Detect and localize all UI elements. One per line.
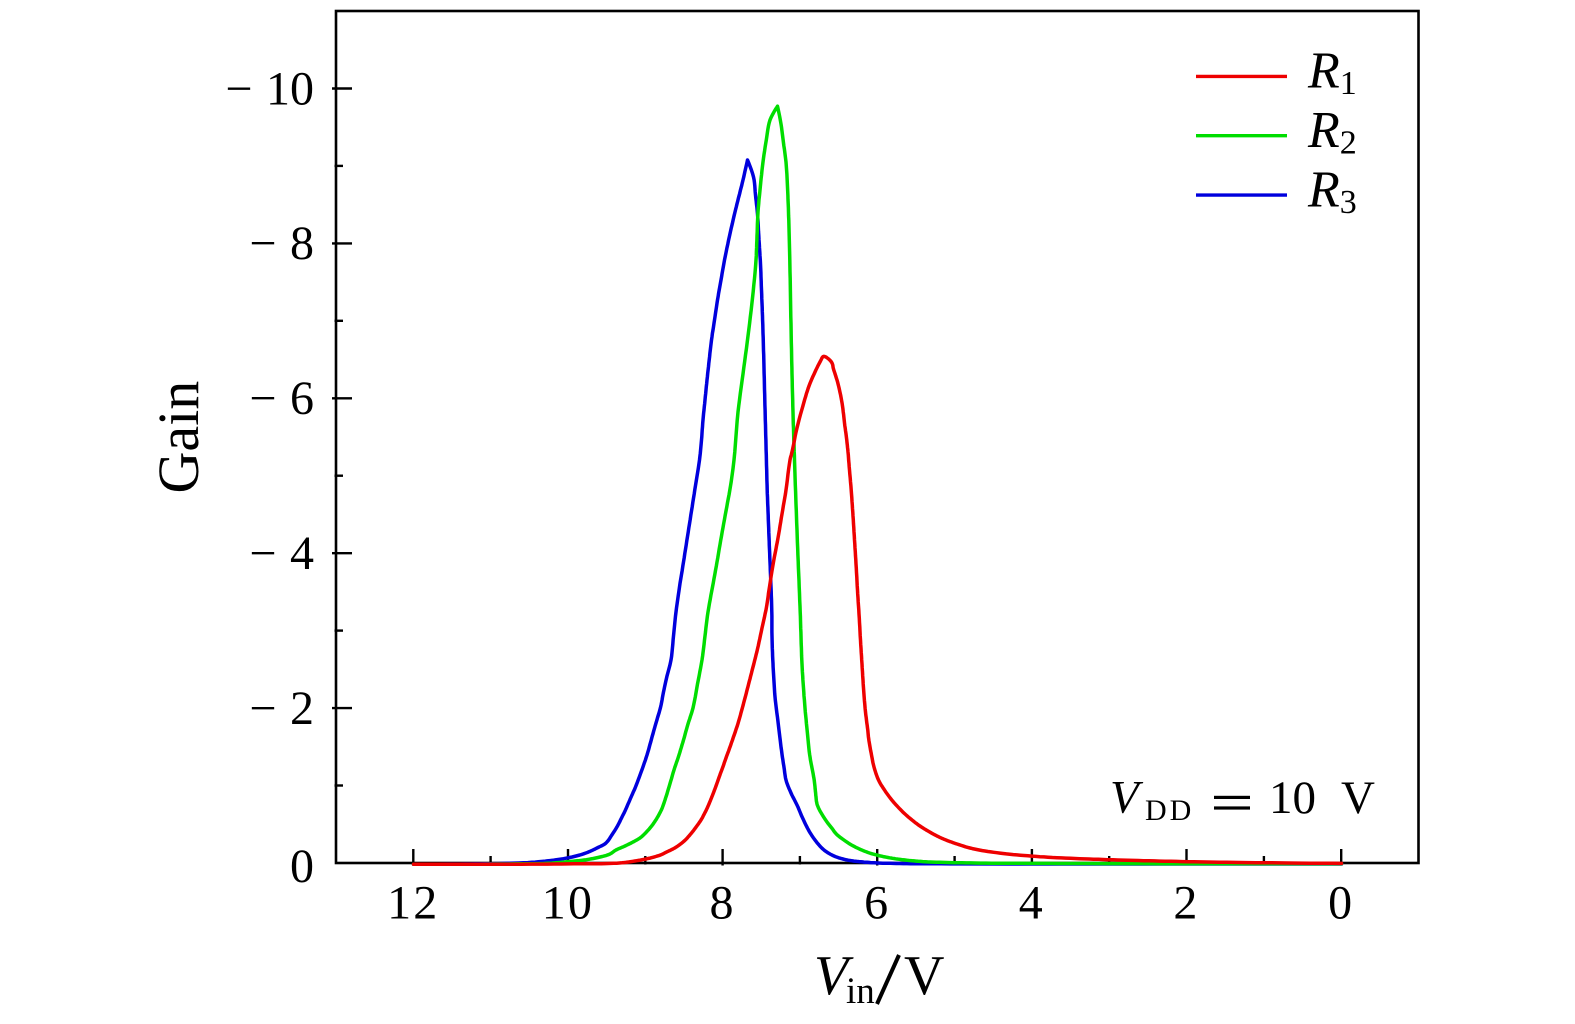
svg-text:12: 12 — [387, 877, 439, 930]
svg-text:Gain: Gain — [146, 381, 211, 494]
svg-text:R2: R2 — [1307, 102, 1357, 162]
svg-text:V: V — [904, 945, 944, 1007]
svg-text:− 8: − 8 — [249, 217, 314, 270]
svg-text:10: 10 — [1269, 772, 1316, 824]
svg-text:8: 8 — [709, 877, 735, 930]
svg-text:0: 0 — [1328, 877, 1354, 930]
svg-text:V: V — [1341, 772, 1375, 824]
svg-text:DD: DD — [1145, 794, 1194, 827]
svg-text:− 6: − 6 — [249, 372, 314, 425]
svg-text:0: 0 — [290, 840, 314, 893]
svg-text:V: V — [814, 945, 854, 1007]
svg-text:2: 2 — [1173, 877, 1199, 930]
svg-text:− 2: − 2 — [249, 682, 314, 735]
svg-text:− 10: − 10 — [225, 62, 314, 115]
svg-text:R1: R1 — [1307, 43, 1357, 103]
svg-text:in: in — [846, 971, 875, 1012]
svg-text:4: 4 — [1019, 877, 1045, 930]
svg-text:6: 6 — [864, 877, 890, 930]
svg-text:− 4: − 4 — [249, 527, 314, 580]
svg-text:10: 10 — [542, 877, 594, 930]
svg-text:V: V — [1110, 772, 1144, 824]
svg-text:R3: R3 — [1307, 161, 1357, 221]
